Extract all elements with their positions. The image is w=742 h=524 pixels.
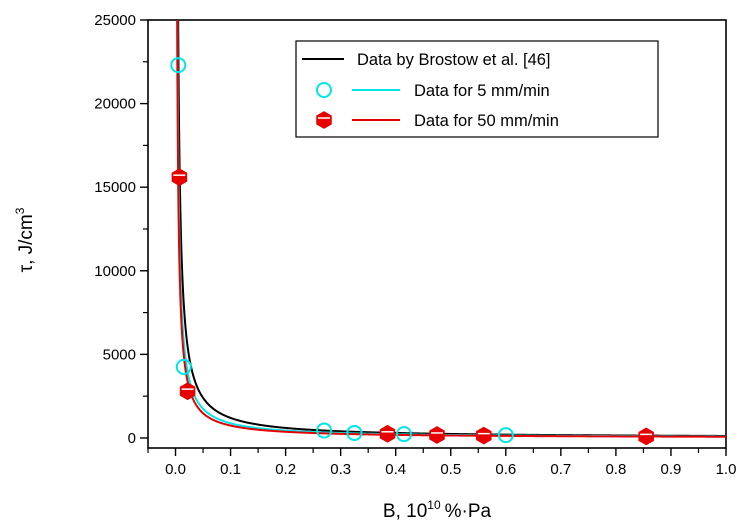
x-tick-label: 0.5 bbox=[440, 461, 461, 478]
markers-layer bbox=[170, 57, 654, 446]
x-tick-label: 0.0 bbox=[165, 461, 186, 478]
data-point-data-for-5-mm-min bbox=[497, 427, 514, 444]
data-point-data-for-50-mm-min bbox=[638, 427, 654, 446]
x-tick-label: 0.4 bbox=[385, 461, 406, 478]
x-axis-title-unit: %·Pa bbox=[445, 501, 492, 522]
data-point-data-for-50-mm-min bbox=[429, 426, 445, 444]
x-axis: 0.0 0.1 0.2 0.3 0.4 0.5 0.6 0.7 0.8 0.9 1.0 bbox=[147, 448, 737, 478]
legend-marker-50mm bbox=[316, 111, 332, 129]
x-axis-title: B, 1010 %·Pa bbox=[383, 498, 492, 522]
y-tick-label: 20000 bbox=[94, 96, 136, 113]
y-tick-label: 15000 bbox=[94, 179, 136, 196]
x-tick-label: 0.6 bbox=[495, 461, 516, 478]
x-tick-label: 0.9 bbox=[661, 461, 682, 478]
legend-marker-5mm bbox=[316, 82, 332, 98]
y-axis-title-main: τ, J/cm bbox=[16, 214, 37, 272]
legend-label-50mm: Data for 50 mm/min bbox=[414, 112, 559, 130]
x-tick-label: 0.8 bbox=[605, 461, 626, 478]
y-tick-label: 10000 bbox=[94, 263, 136, 280]
data-point-data-for-50-mm-min bbox=[476, 426, 492, 445]
legend-label-5mm: Data for 5 mm/min bbox=[414, 82, 550, 100]
y-tick-label: 25000 bbox=[94, 12, 136, 29]
x-tick-label: 0.3 bbox=[330, 461, 351, 478]
data-point-data-for-50-mm-min bbox=[179, 382, 196, 401]
data-point-data-for-50-mm-min bbox=[379, 424, 396, 443]
legend: Data by Brostow et al. [46] Data for 5 m… bbox=[295, 40, 659, 138]
y-axis-title-superscript: 3 bbox=[13, 207, 27, 214]
legend-label-brostow: Data by Brostow et al. [46] bbox=[357, 51, 551, 69]
x-tick-label: 0.7 bbox=[550, 461, 571, 478]
x-tick-label: 1.0 bbox=[716, 461, 737, 478]
y-tick-label: 0 bbox=[128, 430, 136, 447]
y-tick-label: 5000 bbox=[103, 346, 136, 363]
y-axis-title: τ, J/cm3 bbox=[13, 207, 37, 272]
y-axis: 0 5000 10000 15000 20000 25000 bbox=[94, 12, 148, 447]
data-point-data-for-5-mm-min bbox=[346, 424, 363, 441]
data-point-data-for-5-mm-min bbox=[175, 358, 192, 375]
x-axis-title-superscript: 10 bbox=[427, 498, 441, 512]
data-point-data-for-5-mm-min bbox=[316, 422, 333, 439]
data-point-data-for-50-mm-min bbox=[171, 168, 188, 187]
x-tick-label: 0.2 bbox=[275, 461, 296, 478]
x-axis-title-main: B, 10 bbox=[383, 501, 427, 522]
x-tick-label: 0.1 bbox=[220, 461, 241, 478]
data-point-data-for-5-mm-min bbox=[170, 57, 187, 74]
data-point-data-for-5-mm-min bbox=[395, 426, 412, 443]
